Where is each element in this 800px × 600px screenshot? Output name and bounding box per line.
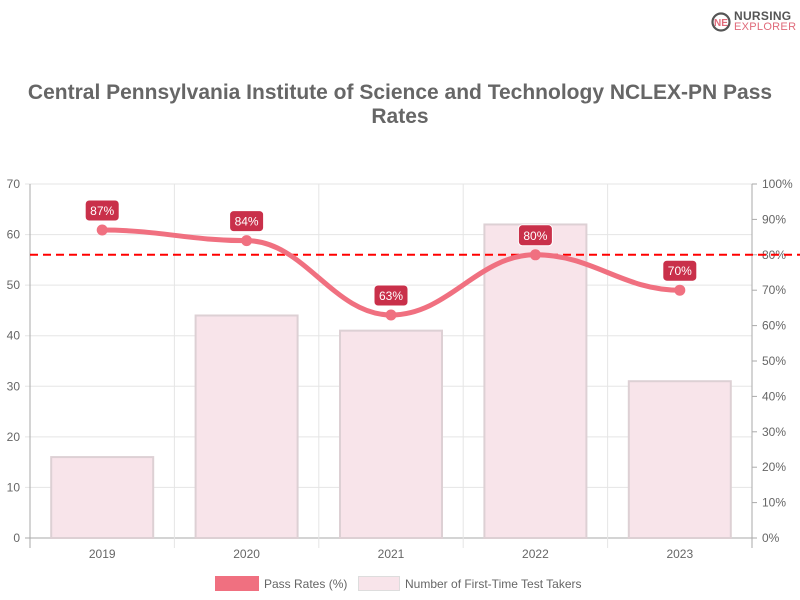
left-tick-label: 20 <box>7 430 21 444</box>
bar-2019 <box>50 456 155 540</box>
bar-2021 <box>339 329 443 539</box>
nursing-explorer-logo: NE NURSING EXPLORER <box>710 9 800 35</box>
logo-text-2: EXPLORER <box>734 21 797 33</box>
left-tick-label: 50 <box>7 278 21 292</box>
bar-2023 <box>627 380 732 539</box>
x-tick-label: 2022 <box>522 547 549 561</box>
right-tick-label: 10% <box>762 496 786 510</box>
data-label-box <box>84 199 120 222</box>
legend-swatch-bar <box>358 576 400 591</box>
legend-label: Number of First-Time Test Takers <box>405 576 582 591</box>
right-tick-label: 30% <box>762 425 786 439</box>
data-label-box <box>662 259 698 282</box>
data-label-box <box>229 210 265 233</box>
right-tick-label: 50% <box>762 354 786 368</box>
legend-item-test-takers[interactable]: Number of First-Time Test Takers <box>358 576 581 591</box>
right-tick-label: 40% <box>762 389 786 403</box>
right-tick-label: 70% <box>762 283 786 297</box>
left-tick-label: 40 <box>7 329 21 343</box>
legend-item-pass-rates[interactable]: Pass Rates (%) <box>215 576 347 591</box>
svg-text:NE: NE <box>714 18 728 29</box>
pass-rate-point-2021 <box>385 309 397 321</box>
right-tick-label: 0% <box>762 531 780 545</box>
left-tick-label: 60 <box>7 228 21 242</box>
data-label: 70% <box>668 264 692 278</box>
chart-title: Central Pennsylvania Institute of Scienc… <box>27 81 773 128</box>
legend-swatch-line <box>215 576 259 591</box>
right-tick-label: 60% <box>762 319 786 333</box>
data-label: 87% <box>90 204 114 218</box>
left-tick-label: 10 <box>7 480 21 494</box>
bar-2022 <box>483 223 588 539</box>
x-tick-label: 2021 <box>378 547 405 561</box>
x-tick-label: 2023 <box>666 547 693 561</box>
pass-rate-point-2020 <box>241 235 253 247</box>
logo-icon: NE <box>711 12 731 32</box>
left-tick-label: 30 <box>7 379 21 393</box>
data-label: 63% <box>379 289 403 303</box>
data-label: 80% <box>523 229 547 243</box>
logo-text-1: NURSING <box>734 9 792 23</box>
x-tick-label: 2019 <box>89 547 116 561</box>
data-label: 84% <box>235 215 259 229</box>
right-tick-label: 90% <box>762 212 786 226</box>
right-tick-label: 100% <box>762 177 793 191</box>
data-label-box <box>373 284 409 307</box>
left-tick-label: 0 <box>13 531 20 545</box>
x-tick-label: 2020 <box>233 547 260 561</box>
left-tick-label: 70 <box>7 177 21 191</box>
data-label-box <box>517 224 553 247</box>
pass-rate-point-2023 <box>674 284 686 296</box>
right-tick-label: 20% <box>762 460 786 474</box>
pass-rate-point-2022 <box>529 249 541 261</box>
pass-rate-point-2019 <box>96 224 108 236</box>
bar-2020 <box>194 314 299 539</box>
legend-label: Pass Rates (%) <box>264 576 348 591</box>
